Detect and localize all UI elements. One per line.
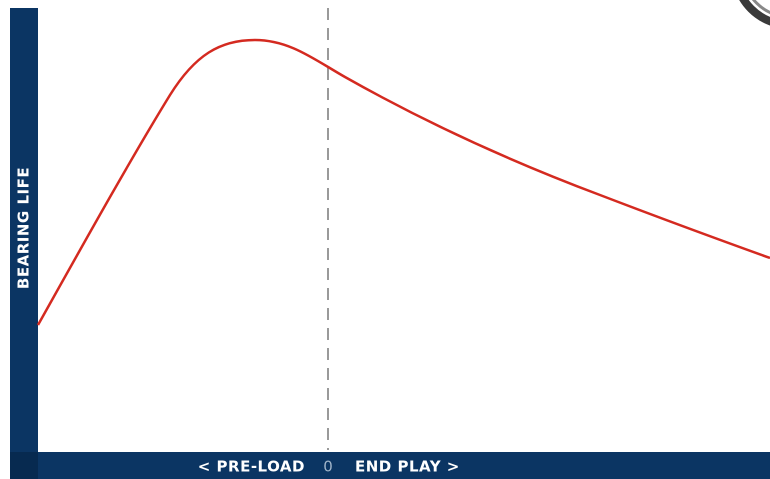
y-axis-bar [10,8,38,452]
pre-load-label: < PRE-LOAD [198,458,305,476]
axis-corner [10,452,38,479]
decor-ring [739,0,770,26]
x-axis-bar [10,452,770,479]
end-play-label: END PLAY > [355,458,460,476]
y-axis-label: BEARING LIFE [15,167,33,289]
zero-label: 0 [323,458,333,476]
life-curve [36,38,770,326]
